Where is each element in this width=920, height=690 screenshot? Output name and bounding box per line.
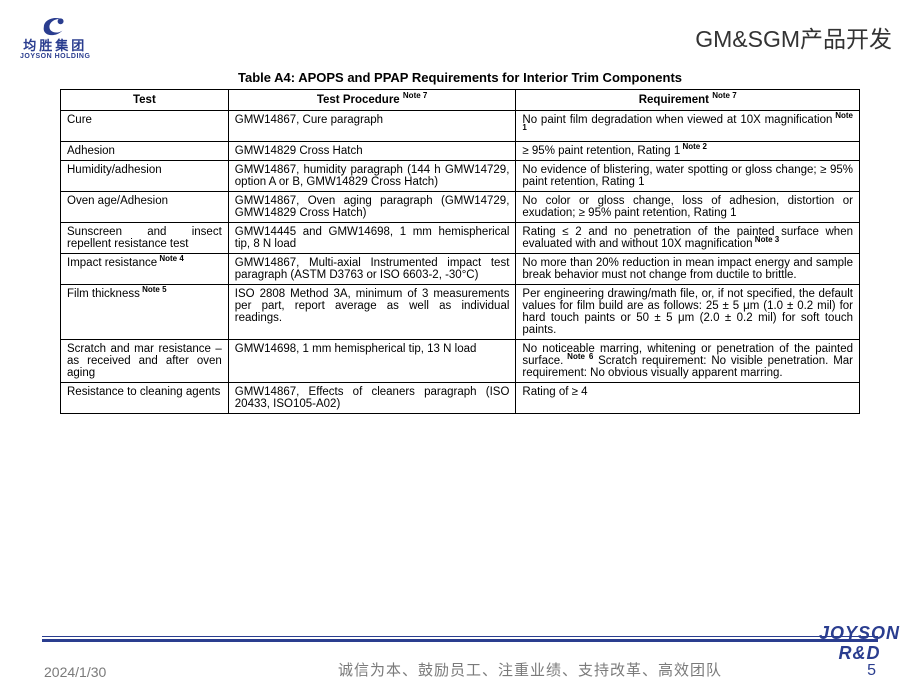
header: 均胜集团 JOYSON HOLDING GM&SGM产品开发 — [0, 0, 920, 64]
cell-procedure: GMW14867, Cure paragraph — [228, 111, 516, 142]
footer-page: 5 — [836, 662, 876, 680]
cell-requirement: No noticeable marring, whitening or pene… — [516, 340, 860, 383]
cell-procedure: GMW14445 and GMW14698, 1 mm hemispherica… — [228, 223, 516, 254]
header-test: Test — [61, 90, 229, 111]
cell-test: Adhesion — [61, 142, 229, 161]
cell-test: Oven age/Adhesion — [61, 192, 229, 223]
cell-requirement: Per engineering drawing/math file, or, i… — [516, 285, 860, 340]
brand-block: JOYSON R&D — [819, 623, 900, 664]
cell-procedure: GMW14867, Effects of cleaners paragraph … — [228, 383, 516, 414]
table-row: Humidity/adhesionGMW14867, humidity para… — [61, 161, 860, 192]
cell-test: Humidity/adhesion — [61, 161, 229, 192]
table-row: AdhesionGMW14829 Cross Hatch≥ 95% paint … — [61, 142, 860, 161]
logo-icon — [36, 12, 74, 38]
cell-procedure: GMW14698, 1 mm hemispherical tip, 13 N l… — [228, 340, 516, 383]
table-title: Table A4: APOPS and PPAP Requirements fo… — [60, 70, 860, 85]
table-row: Sunscreen and insect repellent resistanc… — [61, 223, 860, 254]
cell-test: Resistance to cleaning agents — [61, 383, 229, 414]
table-row: Film thickness Note 5ISO 2808 Method 3A,… — [61, 285, 860, 340]
cell-procedure: GMW14867, Multi-axial Instrumented impac… — [228, 254, 516, 285]
table-row: Scratch and mar resistance – as received… — [61, 340, 860, 383]
header-requirement: Requirement Note 7 — [516, 90, 860, 111]
cell-test: Cure — [61, 111, 229, 142]
logo-text-en: JOYSON HOLDING — [20, 53, 90, 60]
cell-requirement: No color or gloss change, loss of adhesi… — [516, 192, 860, 223]
cell-procedure: GMW14867, humidity paragraph (144 h GMW1… — [228, 161, 516, 192]
table-row: CureGMW14867, Cure paragraphNo paint fil… — [61, 111, 860, 142]
footer-date: 2024/1/30 — [44, 664, 224, 680]
footer-motto: 诚信为本、鼓励员工、注重业绩、支持改革、高效团队 — [224, 659, 836, 680]
requirements-table: Test Test Procedure Note 7 Requirement N… — [60, 89, 860, 414]
page-title: GM&SGM产品开发 — [695, 20, 892, 54]
table-row: Impact resistance Note 4GMW14867, Multi-… — [61, 254, 860, 285]
table-row: Resistance to cleaning agentsGMW14867, E… — [61, 383, 860, 414]
cell-test: Film thickness Note 5 — [61, 285, 229, 340]
content-area: Table A4: APOPS and PPAP Requirements fo… — [0, 70, 920, 414]
cell-procedure: ISO 2808 Method 3A, minimum of 3 measure… — [228, 285, 516, 340]
table-header-row: Test Test Procedure Note 7 Requirement N… — [61, 90, 860, 111]
footer: 2024/1/30 诚信为本、鼓励员工、注重业绩、支持改革、高效团队 5 — [0, 659, 920, 680]
logo-text-cn: 均胜集团 — [23, 39, 87, 52]
table-row: Oven age/AdhesionGMW14867, Oven aging pa… — [61, 192, 860, 223]
cell-test: Impact resistance Note 4 — [61, 254, 229, 285]
cell-procedure: GMW14867, Oven aging paragraph (GMW14729… — [228, 192, 516, 223]
cell-requirement: Rating ≤ 2 and no penetration of the pai… — [516, 223, 860, 254]
cell-procedure: GMW14829 Cross Hatch — [228, 142, 516, 161]
cell-test: Sunscreen and insect repellent resistanc… — [61, 223, 229, 254]
logo-block: 均胜集团 JOYSON HOLDING — [20, 12, 90, 60]
cell-requirement: No more than 20% reduction in mean impac… — [516, 254, 860, 285]
cell-requirement: No evidence of blistering, water spottin… — [516, 161, 860, 192]
cell-requirement: ≥ 95% paint retention, Rating 1 Note 2 — [516, 142, 860, 161]
header-procedure: Test Procedure Note 7 — [228, 90, 516, 111]
cell-requirement: No paint film degradation when viewed at… — [516, 111, 860, 142]
footer-rule — [42, 639, 878, 642]
cell-test: Scratch and mar resistance – as received… — [61, 340, 229, 383]
cell-requirement: Rating of ≥ 4 — [516, 383, 860, 414]
